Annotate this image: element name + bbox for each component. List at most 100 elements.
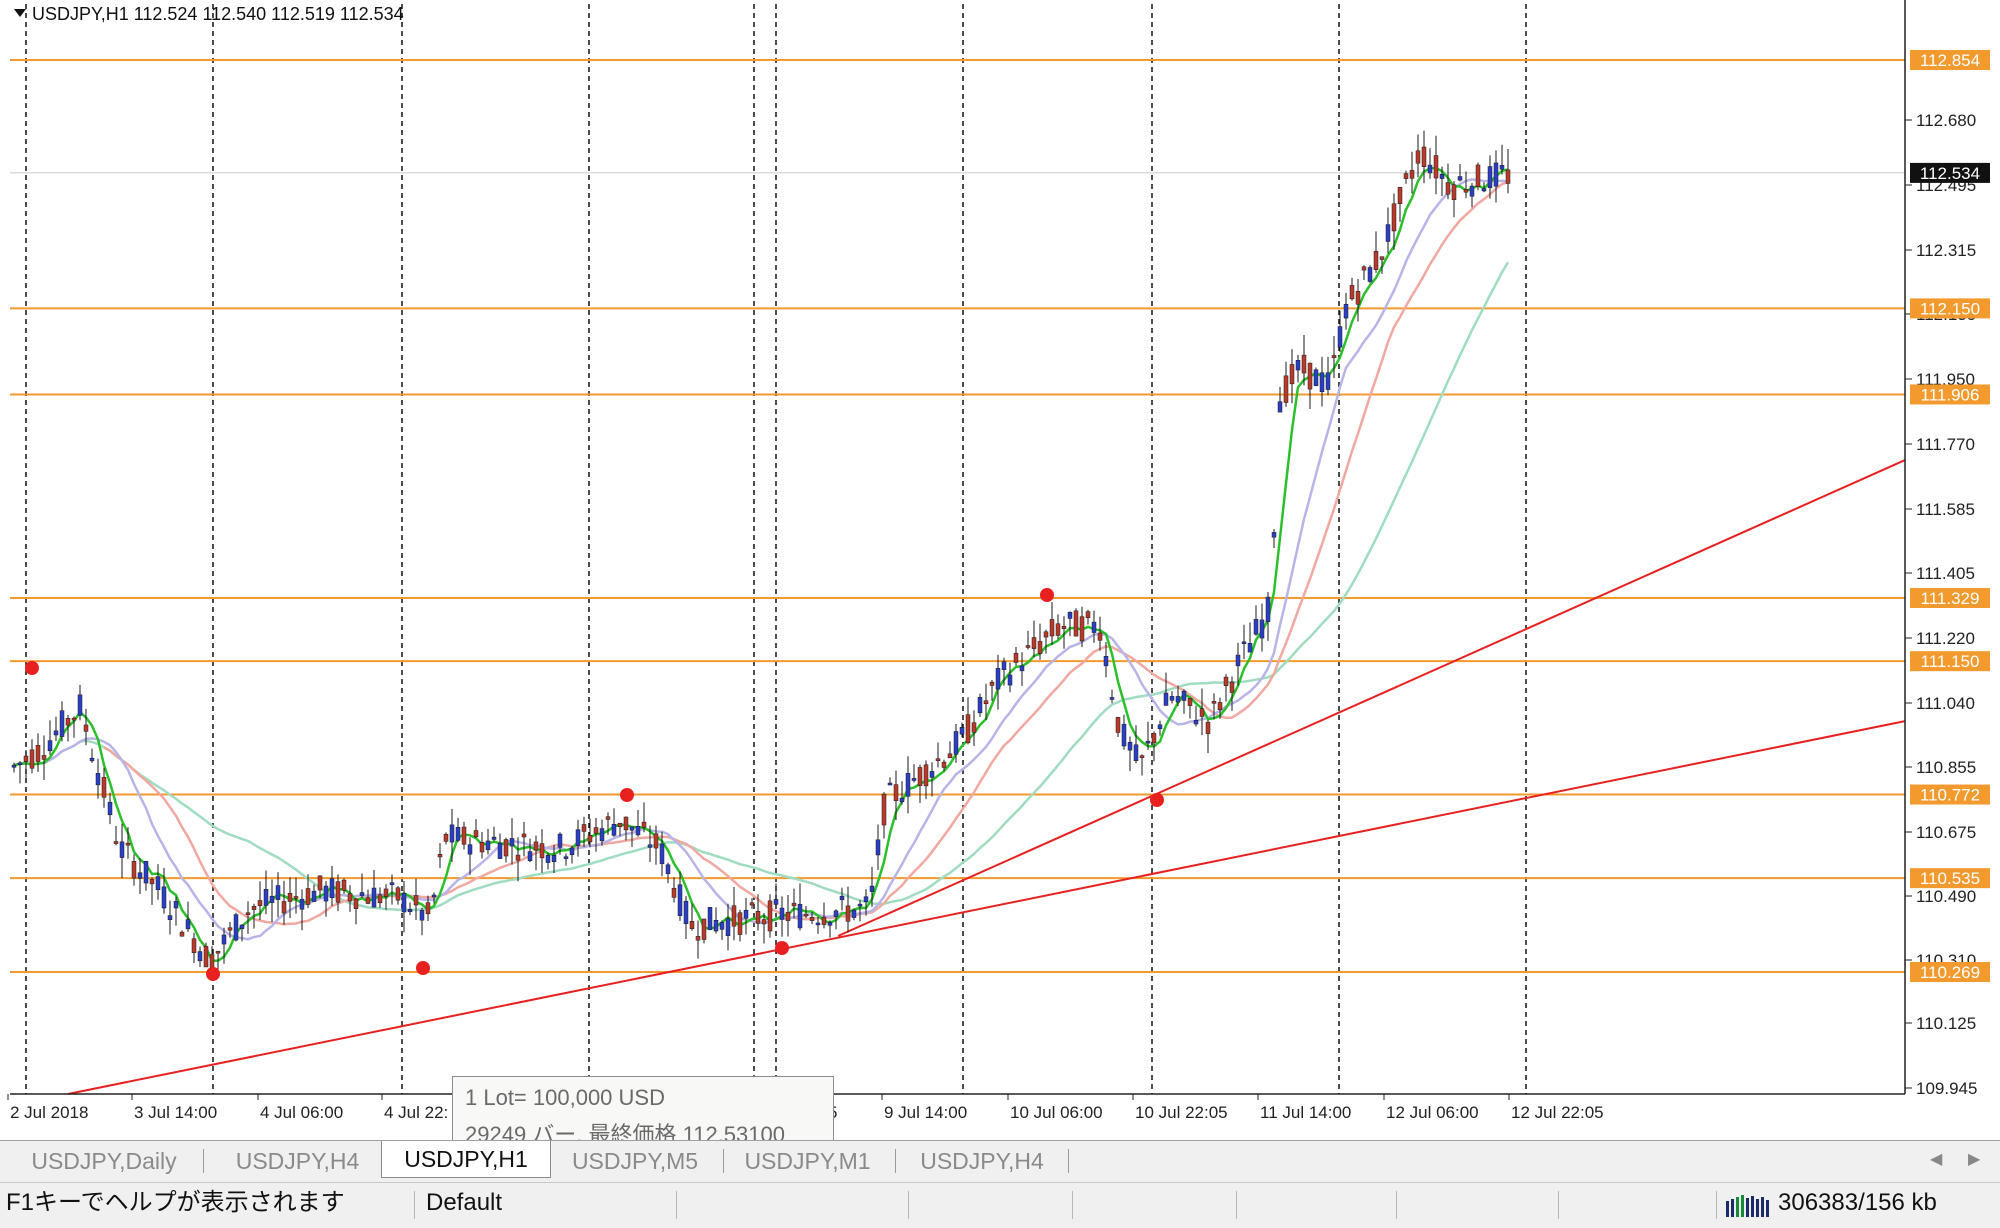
status-divider <box>1236 1191 1237 1219</box>
candle-body <box>503 839 509 857</box>
status-divider <box>1396 1191 1397 1219</box>
candle-body <box>161 886 167 909</box>
status-traffic: 306383/156 kb <box>1778 1189 1937 1216</box>
candle-body <box>1379 256 1385 260</box>
candle-body <box>1325 372 1331 390</box>
scroll-left-icon[interactable]: ◀ <box>1930 1151 1943 1168</box>
candle-body <box>521 833 527 838</box>
level-label-box <box>1910 962 1990 982</box>
candle-body <box>299 898 305 910</box>
time-tick-label: 3 Jul 14:00 <box>134 1103 217 1122</box>
candle-body <box>239 924 245 929</box>
candle-body <box>617 822 623 828</box>
tab-usdjpy-h4-2[interactable]: USDJPY,H4 <box>920 1148 1044 1174</box>
current-price-tag <box>1910 162 1990 183</box>
candle-body <box>1289 364 1295 385</box>
level-price-label: 112.854 <box>1920 51 1980 70</box>
candle-body <box>467 844 473 855</box>
candle-body <box>425 902 431 915</box>
candle-body <box>1031 637 1037 649</box>
candle-body <box>935 758 941 761</box>
candle-body <box>701 918 707 940</box>
candle-body <box>485 840 491 851</box>
price-tick-label: 110.125 <box>1916 1014 1976 1033</box>
candle-body <box>275 885 281 900</box>
price-tick-label: 111.950 <box>1916 370 1975 389</box>
candle-body <box>389 882 395 885</box>
candle-body <box>1001 661 1007 670</box>
price-tick-label: 110.675 <box>1916 823 1976 842</box>
candle-body <box>959 727 965 735</box>
scroll-right-icon[interactable]: ▶ <box>1968 1151 1981 1168</box>
trendline-upper[interactable] <box>837 459 1906 937</box>
tab-usdjpy-h1[interactable]: USDJPY,H1 <box>381 1141 551 1178</box>
candle-body <box>491 836 497 840</box>
tab-usdjpy-m1[interactable]: USDJPY,M1 <box>744 1148 871 1174</box>
candle-body <box>185 919 191 930</box>
candle-body <box>1181 690 1187 701</box>
status-bar: F1キーでヘルプが表示されます Default 306383/156 kb <box>0 1182 2000 1228</box>
candle-body <box>257 900 263 906</box>
candle-body <box>1463 189 1469 193</box>
tab-divider <box>895 1149 896 1173</box>
candle-body <box>305 888 311 905</box>
tab-usdjpy-m5[interactable]: USDJPY,M5 <box>571 1148 699 1174</box>
status-help-text: F1キーでヘルプが表示されます <box>6 1189 345 1216</box>
level-price-label: 110.535 <box>1920 869 1980 888</box>
candle-body <box>869 885 875 892</box>
chart-menu-arrow-icon[interactable] <box>14 9 26 17</box>
candle-body <box>1019 665 1025 672</box>
candle-body <box>683 900 689 924</box>
trendline-lower[interactable] <box>67 720 1906 1095</box>
candle-body <box>233 914 239 941</box>
candle-body <box>119 841 125 858</box>
candle-body <box>17 762 23 766</box>
candle-body <box>203 945 209 968</box>
level-label-box <box>1910 651 1990 672</box>
candle-body <box>845 905 851 922</box>
candle-body <box>1475 164 1481 188</box>
candle-body <box>1211 701 1217 704</box>
candle-body <box>1073 610 1079 637</box>
swing-point-marker <box>1150 793 1164 807</box>
candle-body <box>809 916 815 921</box>
candle-body <box>1313 369 1319 387</box>
candle-body <box>851 909 857 918</box>
candle-body <box>341 879 347 891</box>
candle-body <box>371 887 377 908</box>
candle-body <box>1097 632 1103 641</box>
candle-body <box>215 950 221 954</box>
candle-body <box>443 833 449 842</box>
candle-body <box>167 915 173 920</box>
candle-body <box>815 922 821 926</box>
candle-body <box>905 773 911 797</box>
candle-body <box>587 834 593 843</box>
price-tick-label: 111.220 <box>1916 629 1975 648</box>
candle-body <box>713 920 719 932</box>
price-chart[interactable]: 112.680112.495112.315112.135111.950111.7… <box>0 0 2000 1140</box>
candle-body <box>287 892 293 902</box>
candle-body <box>599 828 605 842</box>
candle-body <box>1469 185 1475 197</box>
candle-body <box>1067 611 1073 619</box>
candle-body <box>269 895 275 903</box>
candle-body <box>749 902 755 906</box>
candle-body <box>1373 251 1379 270</box>
candle-body <box>737 912 743 935</box>
candle-body <box>575 829 581 846</box>
candle-body <box>593 827 599 834</box>
candle-body <box>1409 170 1415 179</box>
candle-body <box>623 816 629 831</box>
candle-body <box>689 921 695 930</box>
tab-usdjpy-h4[interactable]: USDJPY,H4 <box>235 1148 360 1174</box>
candle-body <box>1007 674 1013 686</box>
candle-body <box>887 782 893 786</box>
current-price-label: 112.534 <box>1920 164 1980 183</box>
candle-body <box>1169 696 1175 701</box>
candle-body <box>23 755 29 762</box>
candle-body <box>629 826 635 831</box>
candle-body <box>551 855 557 862</box>
candle-body <box>1457 176 1463 181</box>
candle-body <box>1037 641 1043 654</box>
tab-usdjpy-daily[interactable]: USDJPY,Daily <box>31 1148 177 1174</box>
